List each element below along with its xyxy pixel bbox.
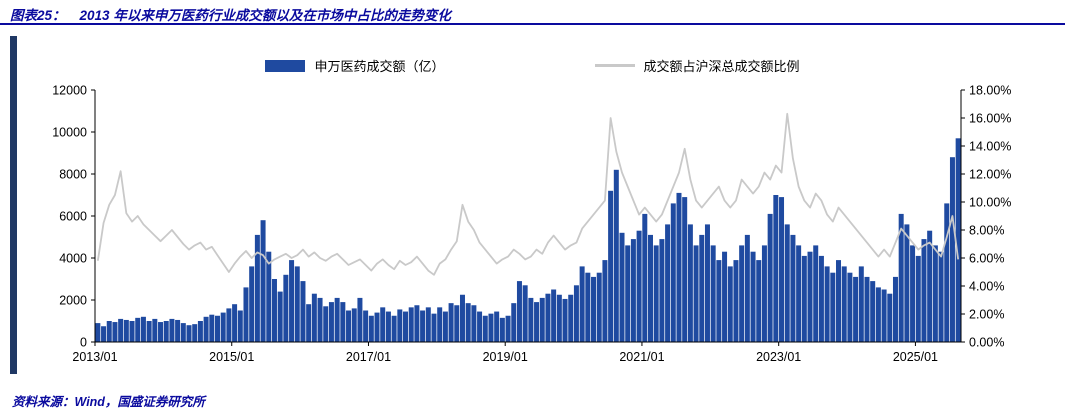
- chart-area: 0 2000 4000 6000 8000 10000 12000 0.00% 2.00% 4.0…: [25, 80, 1035, 372]
- svg-text:10000: 10000: [52, 126, 87, 140]
- x-axis-labels: 2013/01 2015/01 2017/01 2019/01 2021/01 2023/…: [72, 342, 938, 364]
- legend-label-turnover: 申万医药成交额（亿）: [314, 59, 445, 74]
- svg-text:8.00%: 8.00%: [969, 224, 1004, 238]
- svg-text:4.00%: 4.00%: [969, 280, 1004, 294]
- svg-text:2023/01: 2023/01: [756, 350, 801, 364]
- svg-text:2017/01: 2017/01: [346, 350, 391, 364]
- bars-series: [95, 138, 961, 342]
- legend-bar-swatch-icon: [265, 59, 306, 72]
- chart-legend: 申万医药成交额（亿） 成交额占沪深总成交额比例: [0, 56, 1065, 75]
- svg-text:2013/01: 2013/01: [72, 350, 117, 364]
- svg-text:14.00%: 14.00%: [969, 140, 1011, 154]
- svg-text:6.00%: 6.00%: [969, 252, 1004, 266]
- svg-text:2019/01: 2019/01: [483, 350, 528, 364]
- left-axis-labels: 0 2000 4000 6000 8000 10000 12000: [52, 84, 95, 350]
- svg-text:16.00%: 16.00%: [969, 112, 1011, 126]
- svg-text:0.00%: 0.00%: [969, 336, 1004, 350]
- accent-stripe: [10, 36, 17, 374]
- svg-text:0: 0: [80, 336, 87, 350]
- svg-text:18.00%: 18.00%: [969, 84, 1011, 98]
- svg-text:12.00%: 12.00%: [969, 168, 1011, 182]
- figure-label: 图表25：: [10, 8, 66, 23]
- svg-text:2000: 2000: [59, 294, 87, 308]
- legend-line-swatch-icon: [594, 64, 635, 67]
- svg-text:10.00%: 10.00%: [969, 196, 1011, 210]
- svg-text:2015/01: 2015/01: [209, 350, 254, 364]
- svg-text:8000: 8000: [59, 168, 87, 182]
- svg-text:2.00%: 2.00%: [969, 308, 1004, 322]
- legend-item-turnover: 申万医药成交额（亿）: [265, 56, 445, 75]
- legend-label-ratio: 成交额占沪深总成交额比例: [643, 59, 800, 74]
- svg-text:12000: 12000: [52, 84, 87, 98]
- legend-item-ratio: 成交额占沪深总成交额比例: [594, 56, 800, 75]
- page-title: 2013 年以来申万医药行业成交额以及在市场中占比的走势变化: [79, 8, 451, 23]
- svg-text:2021/01: 2021/01: [619, 350, 664, 364]
- figure-header: 图表25： 2013 年以来申万医药行业成交额以及在市场中占比的走势变化: [10, 4, 1055, 24]
- ratio-line: [96, 112, 960, 276]
- chart-svg: 0 2000 4000 6000 8000 10000 12000 0.00% 2.00% 4.0…: [52, 84, 1011, 365]
- svg-text:4000: 4000: [59, 252, 87, 266]
- svg-text:2025/01: 2025/01: [893, 350, 938, 364]
- right-axis-labels: 0.00% 2.00% 4.00% 6.00% 8.00% 10.00% 12.00% 14.…: [961, 84, 1011, 350]
- source-note: 资料来源：Wind，国盛证券研究所: [12, 395, 205, 409]
- svg-text:6000: 6000: [59, 210, 87, 224]
- header-divider: [0, 23, 1065, 25]
